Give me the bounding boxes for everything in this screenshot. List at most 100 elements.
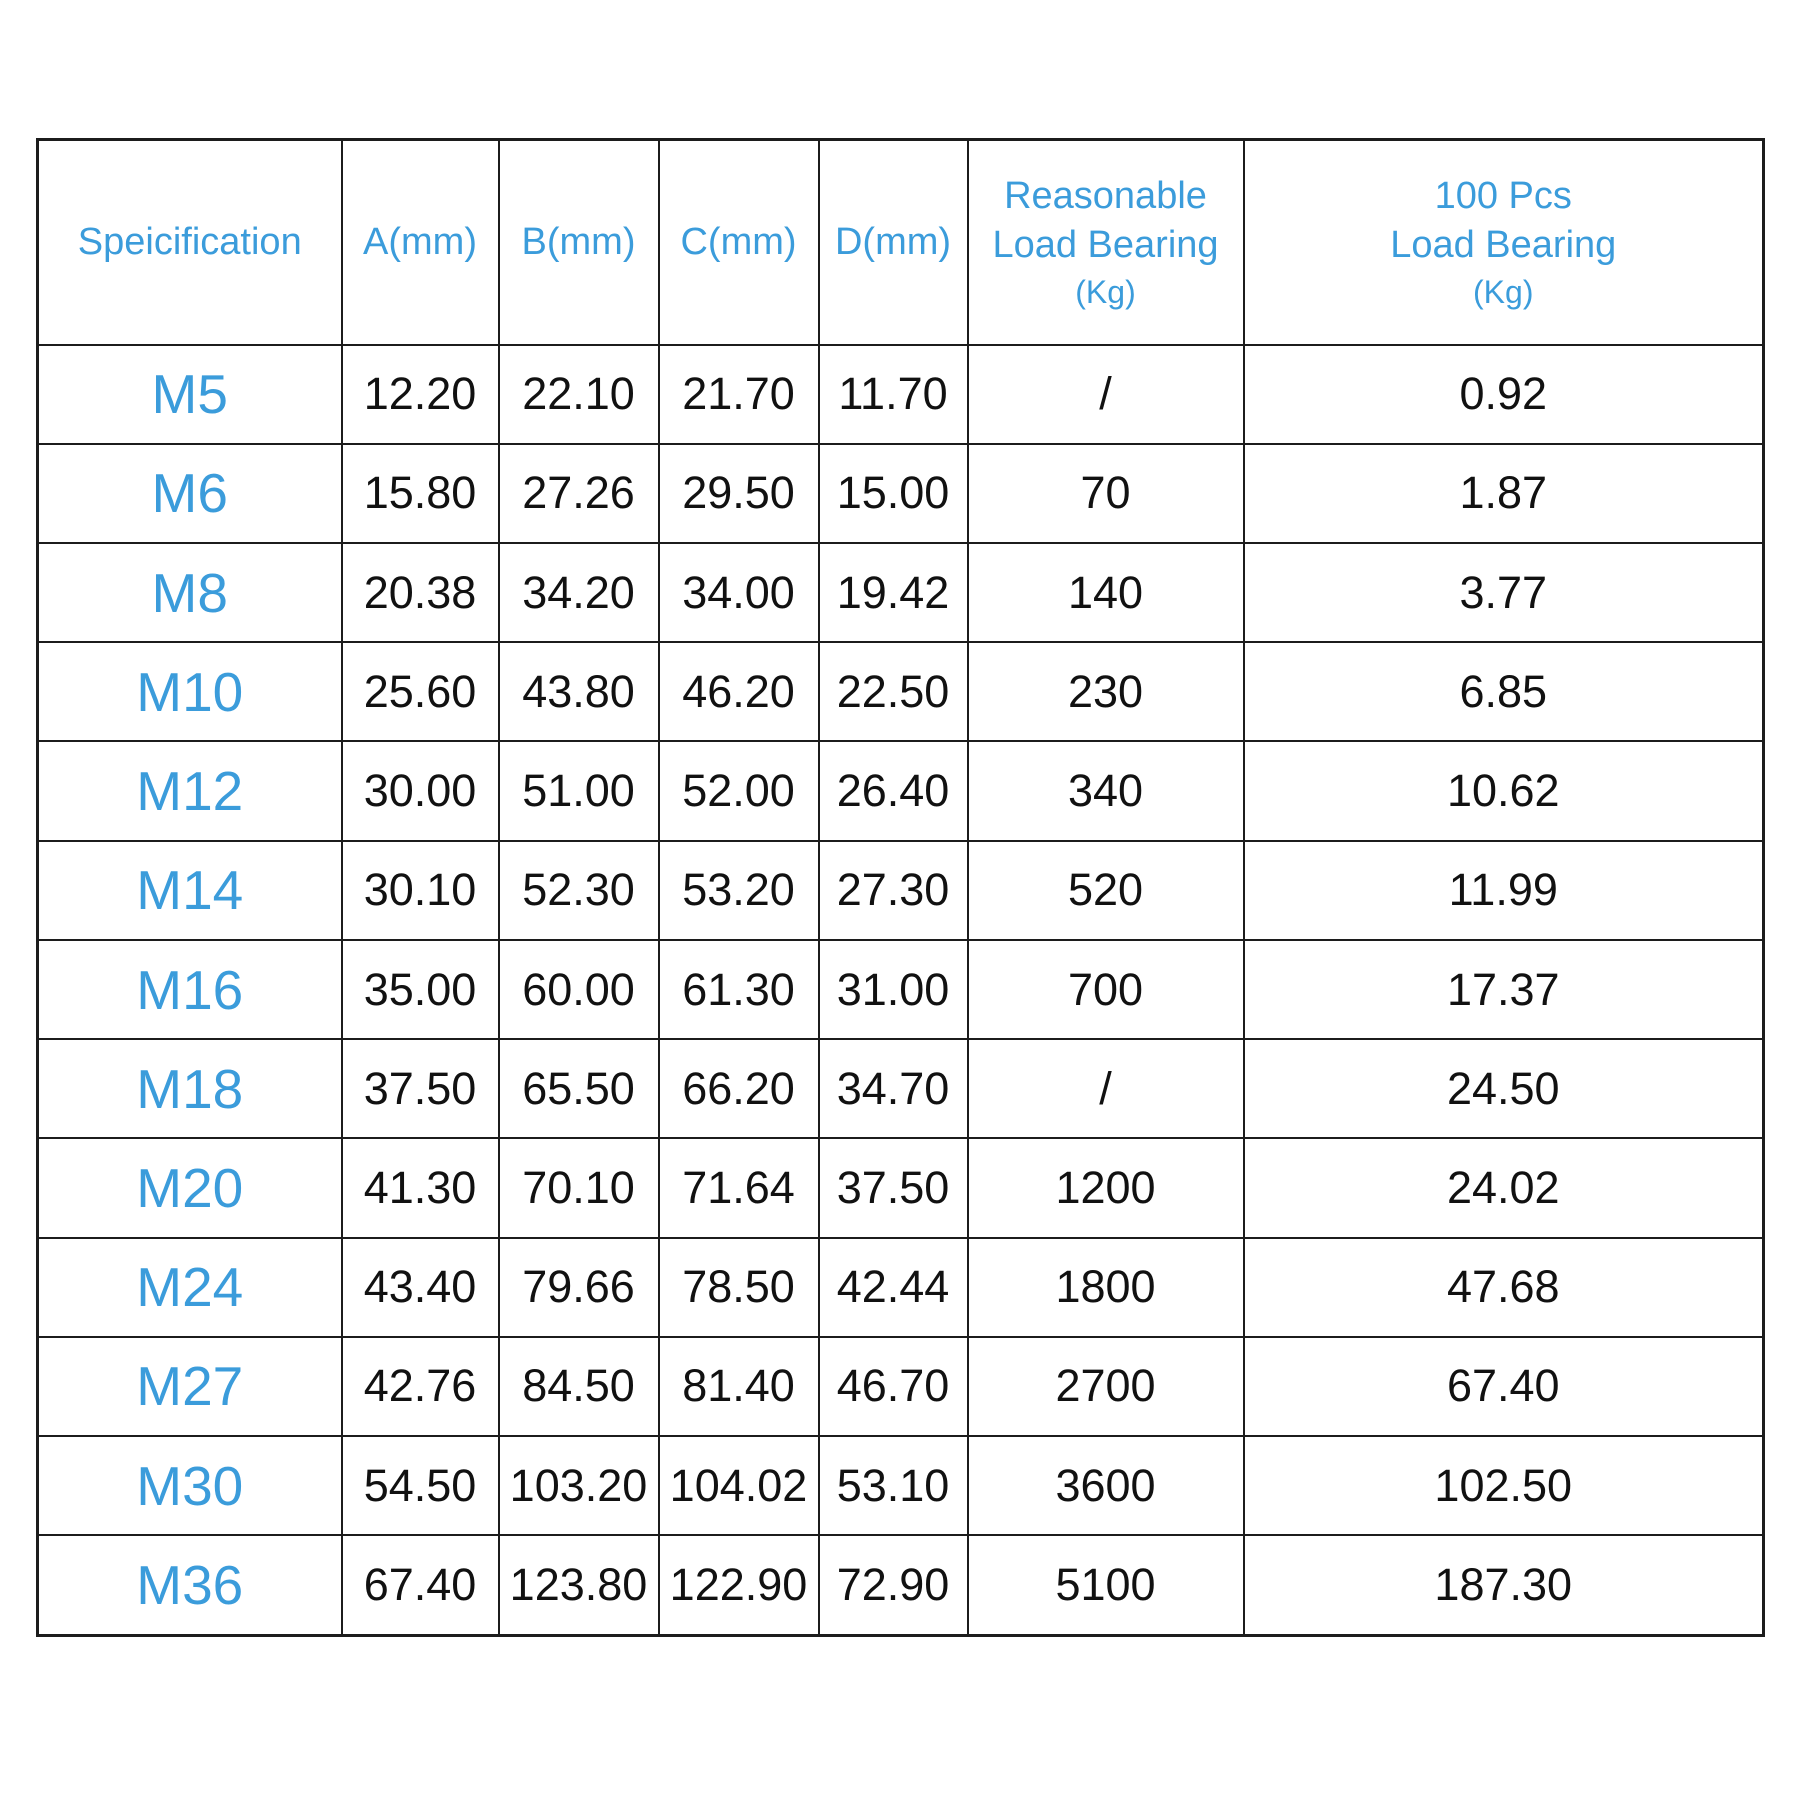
spec-cell: M10 — [36, 641, 343, 743]
header-unit: (Kg) — [1075, 274, 1136, 311]
spec-cell: M6 — [36, 442, 343, 544]
spec-cell: M18 — [36, 1038, 343, 1140]
value-cell-100pcs-load: 24.50 — [1242, 1038, 1765, 1140]
column-header-c-mm: C(mm) — [657, 138, 820, 346]
header-row: Speicification A(mm) B(mm) C(mm) D(mm) R… — [36, 138, 1765, 346]
value-cell-100pcs-load: 10.62 — [1242, 740, 1765, 842]
value-cell-c: 29.50 — [657, 442, 820, 544]
header-line: Load Bearing — [992, 223, 1219, 266]
value-cell-reasonable-load: 70 — [966, 442, 1245, 544]
value-cell-b: 27.26 — [497, 442, 660, 544]
header-unit: (Kg) — [1473, 274, 1534, 311]
value-cell-d: 34.70 — [817, 1038, 969, 1140]
value-cell-100pcs-load: 6.85 — [1242, 641, 1765, 743]
value-cell-a: 30.10 — [340, 839, 500, 941]
value-cell-d: 22.50 — [817, 641, 969, 743]
value-cell-a: 35.00 — [340, 938, 500, 1041]
value-cell-d: 19.42 — [817, 541, 969, 644]
value-cell-d: 31.00 — [817, 938, 969, 1041]
spec-cell: M27 — [36, 1335, 343, 1438]
column-header-a-mm: A(mm) — [340, 138, 500, 346]
value-cell-d: 26.40 — [817, 740, 969, 842]
value-cell-b: 51.00 — [497, 740, 660, 842]
spec-cell: M36 — [36, 1534, 343, 1637]
value-cell-d: 37.50 — [817, 1137, 969, 1239]
value-cell-b: 34.20 — [497, 541, 660, 644]
value-cell-c: 66.20 — [657, 1038, 820, 1140]
spec-cell: M5 — [36, 343, 343, 445]
value-cell-a: 15.80 — [340, 442, 500, 544]
value-cell-reasonable-load: 1800 — [966, 1236, 1245, 1338]
value-cell-100pcs-load: 47.68 — [1242, 1236, 1765, 1338]
spec-cell: M8 — [36, 541, 343, 644]
value-cell-b: 65.50 — [497, 1038, 660, 1140]
value-cell-a: 30.00 — [340, 740, 500, 842]
table-row-m12: M12 30.00 51.00 52.00 26.40 340 10.62 — [36, 740, 1765, 842]
value-cell-100pcs-load: 17.37 — [1242, 938, 1765, 1041]
table-row-m27: M27 42.76 84.50 81.40 46.70 2700 67.40 — [36, 1335, 1765, 1438]
value-cell-c: 78.50 — [657, 1236, 820, 1338]
value-cell-reasonable-load: 520 — [966, 839, 1245, 941]
value-cell-100pcs-load: 0.92 — [1242, 343, 1765, 445]
table-row-m8: M8 20.38 34.20 34.00 19.42 140 3.77 — [36, 541, 1765, 644]
value-cell-100pcs-load: 11.99 — [1242, 839, 1765, 941]
spec-cell: M12 — [36, 740, 343, 842]
value-cell-b: 43.80 — [497, 641, 660, 743]
value-cell-c: 81.40 — [657, 1335, 820, 1438]
table-row-m24: M24 43.40 79.66 78.50 42.44 1800 47.68 — [36, 1236, 1765, 1338]
value-cell-c: 71.64 — [657, 1137, 820, 1239]
value-cell-a: 20.38 — [340, 541, 500, 644]
value-cell-a: 41.30 — [340, 1137, 500, 1239]
value-cell-100pcs-load: 67.40 — [1242, 1335, 1765, 1438]
value-cell-d: 46.70 — [817, 1335, 969, 1438]
value-cell-b: 84.50 — [497, 1335, 660, 1438]
specification-table: Speicification A(mm) B(mm) C(mm) D(mm) R… — [36, 138, 1765, 1637]
value-cell-b: 70.10 — [497, 1137, 660, 1239]
header-line: 100 Pcs — [1434, 175, 1572, 218]
spec-cell: M14 — [36, 839, 343, 941]
value-cell-100pcs-load: 1.87 — [1242, 442, 1765, 544]
column-header-reasonable-load-bearing: Reasonable Load Bearing (Kg) — [966, 138, 1245, 346]
value-cell-reasonable-load: 2700 — [966, 1335, 1245, 1438]
value-cell-reasonable-load: 340 — [966, 740, 1245, 842]
value-cell-c: 21.70 — [657, 343, 820, 445]
value-cell-a: 25.60 — [340, 641, 500, 743]
table-row-m10: M10 25.60 43.80 46.20 22.50 230 6.85 — [36, 641, 1765, 743]
column-header-d-mm: D(mm) — [817, 138, 969, 346]
value-cell-100pcs-load: 102.50 — [1242, 1435, 1765, 1537]
value-cell-c: 61.30 — [657, 938, 820, 1041]
table-row-m5: M5 12.20 22.10 21.70 11.70 / 0.92 — [36, 343, 1765, 445]
value-cell-b: 22.10 — [497, 343, 660, 445]
value-cell-d: 15.00 — [817, 442, 969, 544]
value-cell-c: 34.00 — [657, 541, 820, 644]
value-cell-reasonable-load: 230 — [966, 641, 1245, 743]
value-cell-100pcs-load: 187.30 — [1242, 1534, 1765, 1637]
table-row-m30: M30 54.50 103.20 104.02 53.10 3600 102.5… — [36, 1435, 1765, 1537]
value-cell-b: 52.30 — [497, 839, 660, 941]
value-cell-d: 72.90 — [817, 1534, 969, 1637]
column-header-100pcs-load-bearing: 100 Pcs Load Bearing (Kg) — [1242, 138, 1765, 346]
value-cell-a: 43.40 — [340, 1236, 500, 1338]
spec-cell: M30 — [36, 1435, 343, 1537]
value-cell-100pcs-load: 24.02 — [1242, 1137, 1765, 1239]
value-cell-c: 46.20 — [657, 641, 820, 743]
value-cell-c: 53.20 — [657, 839, 820, 941]
value-cell-reasonable-load: 700 — [966, 938, 1245, 1041]
value-cell-a: 54.50 — [340, 1435, 500, 1537]
value-cell-a: 67.40 — [340, 1534, 500, 1637]
table-row-m14: M14 30.10 52.30 53.20 27.30 520 11.99 — [36, 839, 1765, 941]
spec-cell: M24 — [36, 1236, 343, 1338]
column-header-b-mm: B(mm) — [497, 138, 660, 346]
value-cell-a: 42.76 — [340, 1335, 500, 1438]
table-row-m20: M20 41.30 70.10 71.64 37.50 1200 24.02 — [36, 1137, 1765, 1239]
value-cell-b: 60.00 — [497, 938, 660, 1041]
value-cell-a: 37.50 — [340, 1038, 500, 1140]
table-row-m18: M18 37.50 65.50 66.20 34.70 / 24.50 — [36, 1038, 1765, 1140]
header-line: Load Bearing — [1390, 223, 1617, 266]
value-cell-reasonable-load: / — [966, 343, 1245, 445]
value-cell-d: 42.44 — [817, 1236, 969, 1338]
value-cell-reasonable-load: / — [966, 1038, 1245, 1140]
table-row-m6: M6 15.80 27.26 29.50 15.00 70 1.87 — [36, 442, 1765, 544]
value-cell-a: 12.20 — [340, 343, 500, 445]
spec-cell: M20 — [36, 1137, 343, 1239]
